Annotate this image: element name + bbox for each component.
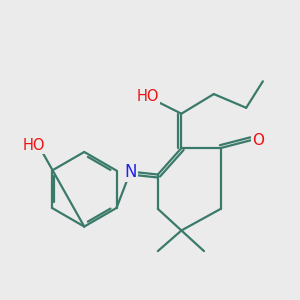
Text: HO: HO — [23, 138, 45, 153]
Text: O: O — [252, 133, 264, 148]
Text: HO: HO — [137, 89, 159, 104]
Text: N: N — [124, 163, 136, 181]
